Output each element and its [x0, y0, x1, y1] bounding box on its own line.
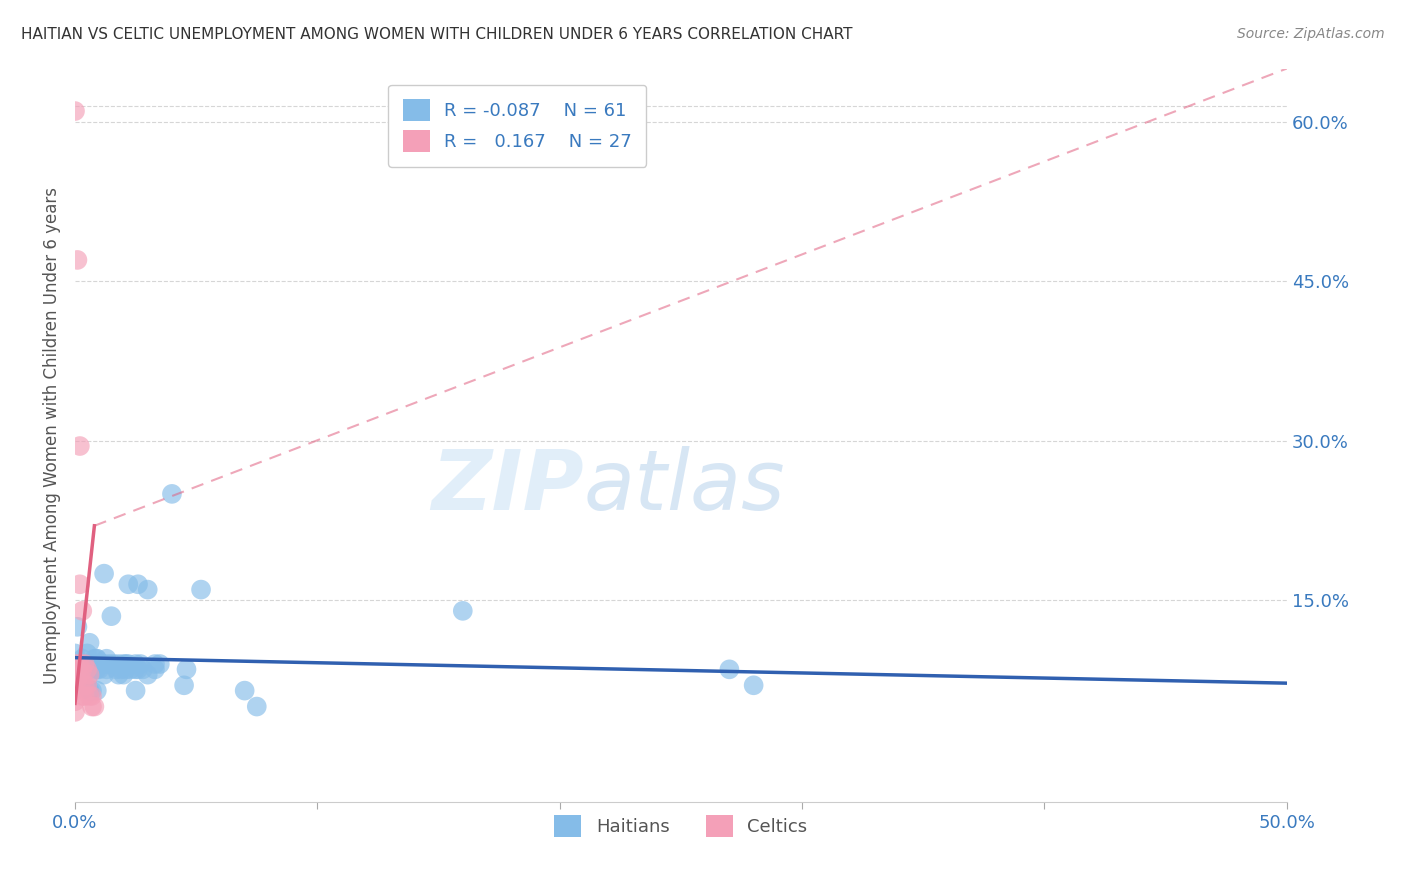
Point: [89, 657, 111, 671]
Point: [83, 699, 105, 714]
Point: [96, 651, 118, 665]
Point: [79, 667, 101, 681]
Point: [132, 662, 155, 676]
Point: [69, 657, 91, 671]
Point: [105, 662, 128, 676]
Point: [73, 657, 96, 671]
Point: [718, 662, 741, 676]
Point: [76, 678, 98, 692]
Point: [76, 662, 98, 676]
Point: [73, 657, 96, 671]
Point: [63, 104, 86, 119]
Point: [136, 582, 159, 597]
Point: [110, 662, 132, 676]
Point: [63, 673, 86, 687]
Point: [93, 657, 115, 671]
Point: [76, 662, 98, 676]
Point: [129, 657, 152, 671]
Point: [86, 683, 108, 698]
Point: [86, 651, 108, 665]
Point: [112, 667, 135, 681]
Point: [63, 694, 86, 708]
Text: Source: ZipAtlas.com: Source: ZipAtlas.com: [1237, 27, 1385, 41]
Text: HAITIAN VS CELTIC UNEMPLOYMENT AMONG WOMEN WITH CHILDREN UNDER 6 YEARS CORRELATI: HAITIAN VS CELTIC UNEMPLOYMENT AMONG WOM…: [21, 27, 852, 42]
Point: [69, 439, 91, 453]
Point: [86, 651, 108, 665]
Point: [190, 582, 212, 597]
Point: [120, 662, 142, 676]
Point: [100, 609, 122, 624]
Point: [72, 662, 94, 676]
Point: [233, 683, 256, 698]
Point: [63, 662, 86, 676]
Point: [173, 678, 195, 692]
Point: [127, 662, 149, 676]
Point: [83, 651, 105, 665]
Point: [83, 662, 105, 676]
Point: [117, 577, 139, 591]
Point: [79, 636, 101, 650]
Point: [93, 667, 115, 681]
Point: [96, 662, 118, 676]
Point: [143, 657, 166, 671]
Point: [89, 662, 111, 676]
Point: [79, 689, 101, 703]
Point: [124, 657, 146, 671]
Point: [76, 647, 98, 661]
Point: [103, 657, 125, 671]
Point: [63, 657, 86, 671]
Point: [80, 683, 103, 698]
Point: [80, 689, 103, 703]
Point: [66, 662, 89, 676]
Point: [124, 662, 146, 676]
Point: [72, 689, 94, 703]
Point: [72, 673, 94, 687]
Point: [83, 657, 105, 671]
Point: [451, 604, 474, 618]
Point: [63, 705, 86, 719]
Point: [112, 657, 135, 671]
Point: [246, 699, 269, 714]
Point: [80, 657, 103, 671]
Point: [143, 662, 166, 676]
Point: [63, 647, 86, 661]
Text: atlas: atlas: [583, 446, 786, 527]
Point: [107, 657, 129, 671]
Legend: Haitians, Celtics: Haitians, Celtics: [547, 808, 814, 845]
Point: [115, 657, 138, 671]
Point: [115, 662, 138, 676]
Point: [73, 678, 96, 692]
Point: [69, 577, 91, 591]
Point: [79, 683, 101, 698]
Point: [136, 667, 159, 681]
Point: [117, 657, 139, 671]
Point: [66, 252, 89, 267]
Point: [66, 620, 89, 634]
Point: [86, 662, 108, 676]
Point: [93, 566, 115, 581]
Text: ZIP: ZIP: [432, 446, 583, 527]
Point: [76, 673, 98, 687]
Point: [176, 662, 198, 676]
Point: [107, 667, 129, 681]
Point: [127, 577, 149, 591]
Point: [63, 683, 86, 698]
Point: [149, 657, 172, 671]
Point: [66, 657, 89, 671]
Point: [72, 651, 94, 665]
Point: [66, 673, 89, 687]
Point: [72, 604, 94, 618]
Point: [73, 689, 96, 703]
Point: [80, 699, 103, 714]
Point: [124, 683, 146, 698]
Point: [742, 678, 765, 692]
Point: [160, 487, 183, 501]
Y-axis label: Unemployment Among Women with Children Under 6 years: Unemployment Among Women with Children U…: [44, 187, 60, 684]
Point: [97, 657, 120, 671]
